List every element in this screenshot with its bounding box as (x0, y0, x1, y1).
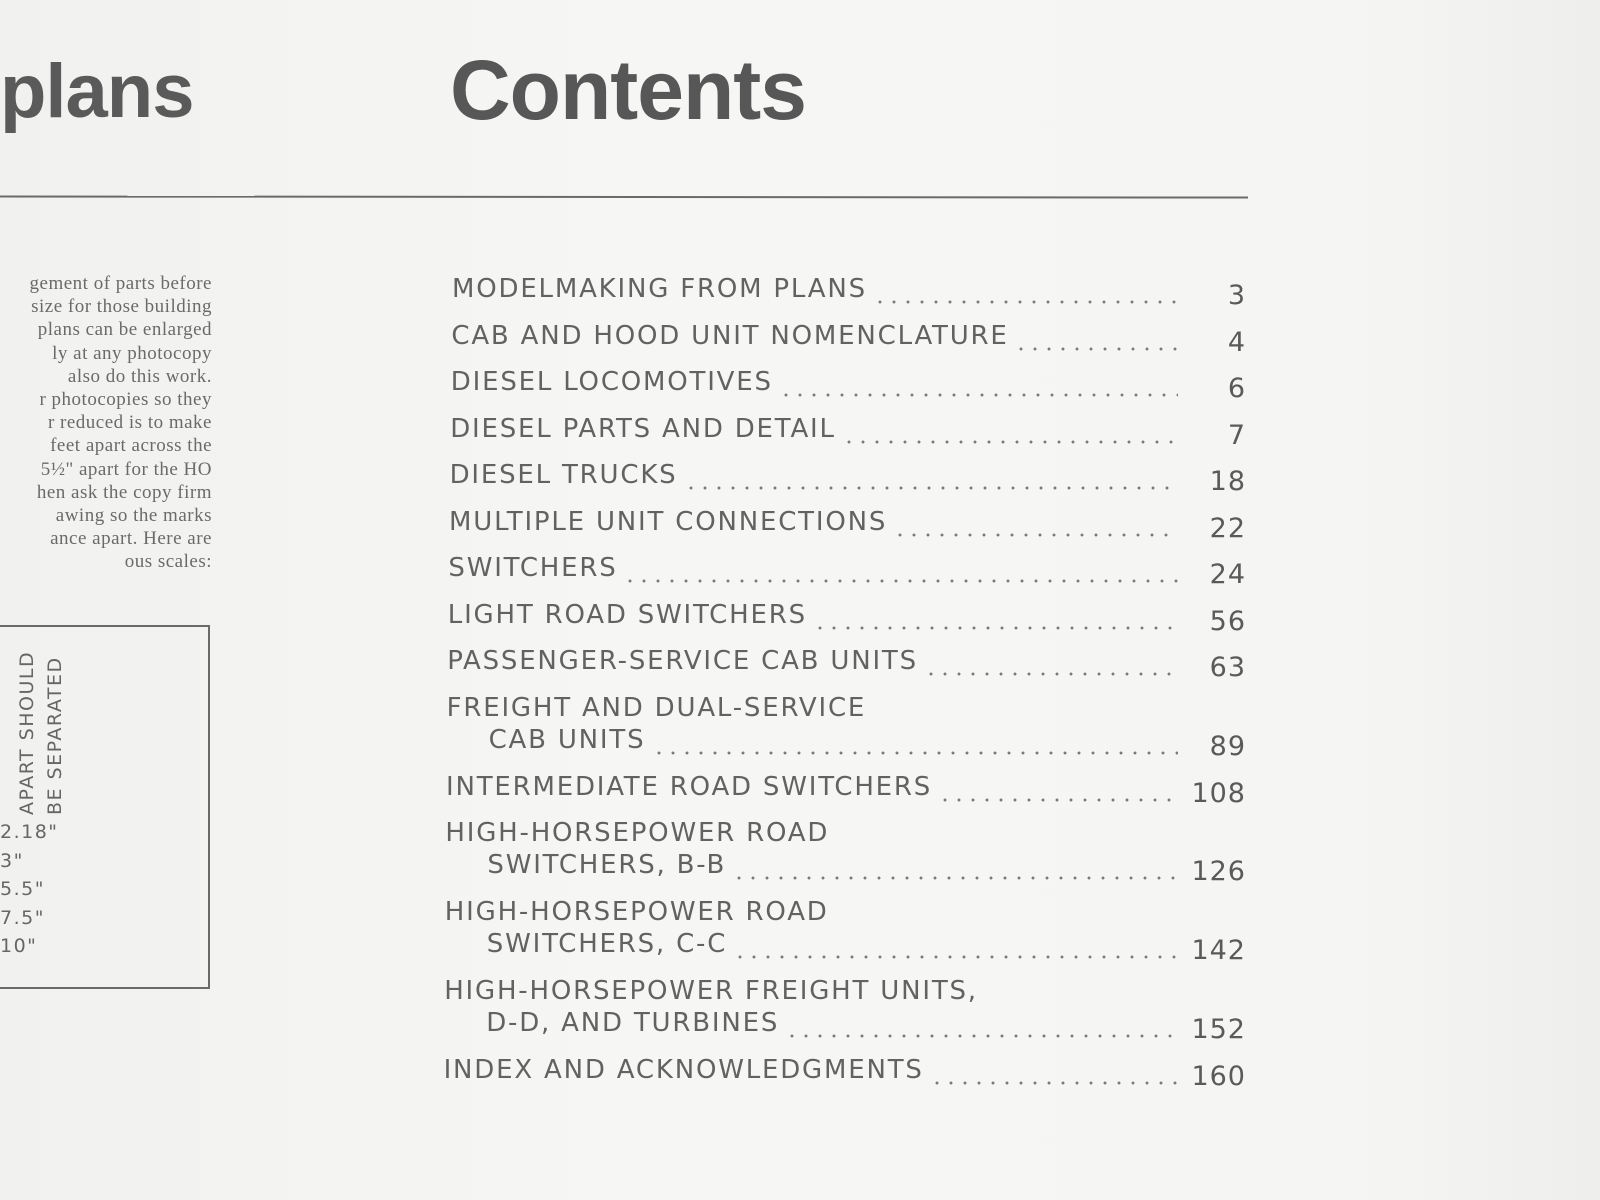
entry-title: HIGH-HORSEPOWER FREIGHT UNITS, (444, 976, 978, 1006)
paragraph-line: hen ask the copy firm (36, 481, 212, 503)
paragraph-line: 5½" apart for the HO (40, 458, 212, 480)
toc-entry: MULTIPLE UNIT CONNECTIONS 22 (0, 507, 1248, 587)
contents-title: Contents (450, 43, 807, 137)
scale-value: 7.5" (0, 906, 45, 929)
page-number: 63 (1209, 652, 1246, 683)
left-heading: plans (0, 49, 194, 134)
page-number: 4 (1227, 326, 1246, 358)
paragraph-line: also do this work. (67, 365, 212, 387)
toc-entry: LIGHT ROAD SWITCHERS 56 (0, 600, 1248, 680)
toc-entry: FREIGHT AND DUAL-SERVICE CAB UNITS 89 (0, 693, 1248, 773)
entry-title: HIGH-HORSEPOWER ROAD (445, 818, 830, 848)
dot-leader (623, 579, 1178, 583)
page-number: 6 (1227, 373, 1246, 404)
entry-title-continuation: D-D, AND TURBINES (486, 1008, 780, 1038)
dot-leader (1014, 346, 1178, 351)
entry-title: PASSENGER-SERVICE CAB UNITS (447, 646, 918, 676)
entry-title: MULTIPLE UNIT CONNECTIONS (449, 506, 888, 537)
dot-leader (785, 1034, 1178, 1038)
dot-leader (732, 876, 1178, 880)
paragraph-line: feet apart across the (50, 435, 212, 457)
page-number: 160 (1191, 1061, 1246, 1092)
entry-title: INDEX AND ACKNOWLEDGMENTS (443, 1055, 924, 1085)
dot-leader (733, 955, 1178, 959)
toc-entry: PASSENGER-SERVICE CAB UNITS 63 (0, 646, 1248, 726)
scale-value: 2.18" (0, 821, 59, 843)
toc-entry: MODELMAKING FROM PLANS 3 (0, 274, 1248, 354)
scale-box: APART SHOULD BE SEPARATED 2.18" 3" 5.5" 7.5" 1… (0, 625, 210, 989)
entry-title: FREIGHT AND DUAL-SERVICE (446, 692, 867, 723)
page-number: 142 (1191, 935, 1246, 966)
toc-entry: INDEX AND ACKNOWLEDGMENTS 160 (0, 1055, 1248, 1135)
page-number: 152 (1191, 1014, 1246, 1045)
entry-title: LIGHT ROAD SWITCHERS (447, 599, 807, 630)
toc-entry: DIESEL TRUCKS 18 (0, 460, 1248, 540)
toc-entry: DIESEL PARTS AND DETAIL 7 (0, 414, 1248, 494)
page-number: 108 (1191, 777, 1246, 809)
paragraph-line: plans can be enlarged (37, 319, 212, 341)
toc-entry: CAB AND HOOD UNIT NOMENCLATURE 4 (0, 321, 1248, 401)
dot-leader (779, 393, 1178, 397)
page-number: 126 (1191, 856, 1246, 887)
toc-entry: HIGH-HORSEPOWER ROAD SWITCHERS, C-C 142 (0, 897, 1248, 977)
page-number: 24 (1209, 559, 1246, 590)
scale-value: 10" (0, 935, 38, 957)
dot-leader (813, 625, 1178, 630)
toc-entry: HIGH-HORSEPOWER ROAD SWITCHERS, B-B 126 (0, 818, 1248, 898)
dot-leader (842, 439, 1178, 444)
toc-entry: SWITCHERS 24 (0, 553, 1248, 633)
entry-title: HIGH-HORSEPOWER ROAD (444, 897, 829, 927)
paragraph-line: gement of parts before (29, 273, 212, 294)
entry-title: DIESEL PARTS AND DETAIL (450, 413, 836, 444)
paragraph-line: ance apart. Here are (50, 528, 212, 550)
paragraph-line: r reduced is to make (47, 412, 212, 434)
dot-leader (938, 797, 1178, 802)
page-number: 3 (1227, 280, 1246, 311)
page-number: 7 (1227, 419, 1246, 451)
toc-entry: DIESEL LOCOMOTIVES 6 (0, 367, 1248, 447)
page-number: 89 (1209, 730, 1246, 762)
paragraph-line: r photocopies so they (39, 389, 212, 411)
paragraph: gement of parts before size for those bui… (0, 272, 212, 574)
page-number: 56 (1209, 605, 1246, 637)
entry-title: SWITCHERS (448, 553, 618, 583)
paragraph-line: ly at any photocopy (52, 342, 212, 364)
entry-title-continuation: SWITCHERS, B-B (487, 850, 727, 880)
entry-title: INTERMEDIATE ROAD SWITCHERS (446, 771, 933, 802)
toc: MODELMAKING FROM PLANS 3 CAB AND HOOD UNIT… (0, 274, 1248, 1135)
entry-title: CAB AND HOOD UNIT NOMENCLATURE (451, 320, 1009, 351)
page-number: 22 (1209, 512, 1246, 544)
scale-value: 3" (0, 849, 24, 872)
scale-value: 5.5" (0, 878, 45, 900)
paragraph-line: size for those building (31, 296, 212, 318)
dot-leader (684, 486, 1178, 490)
entry-title: MODELMAKING FROM PLANS (452, 274, 867, 304)
entry-title-continuation: SWITCHERS, C-C (486, 929, 728, 959)
entry-title: DIESEL TRUCKS (449, 460, 678, 490)
entry-title: DIESEL LOCOMOTIVES (450, 367, 773, 397)
dot-leader (893, 532, 1178, 537)
dot-leader (652, 750, 1178, 755)
page-number: 18 (1209, 466, 1246, 497)
entry-title-continuation: CAB UNITS (488, 724, 646, 755)
paragraph-line: awing so the marks (55, 505, 212, 527)
toc-entry: HIGH-HORSEPOWER FREIGHT UNITS, D-D, AND T… (0, 976, 1248, 1056)
paragraph-line: ous scales: (124, 551, 212, 573)
dot-leader (930, 1081, 1178, 1085)
dot-leader (924, 672, 1178, 676)
toc-entry: INTERMEDIATE ROAD SWITCHERS 108 (0, 772, 1248, 852)
dot-leader (873, 300, 1178, 304)
